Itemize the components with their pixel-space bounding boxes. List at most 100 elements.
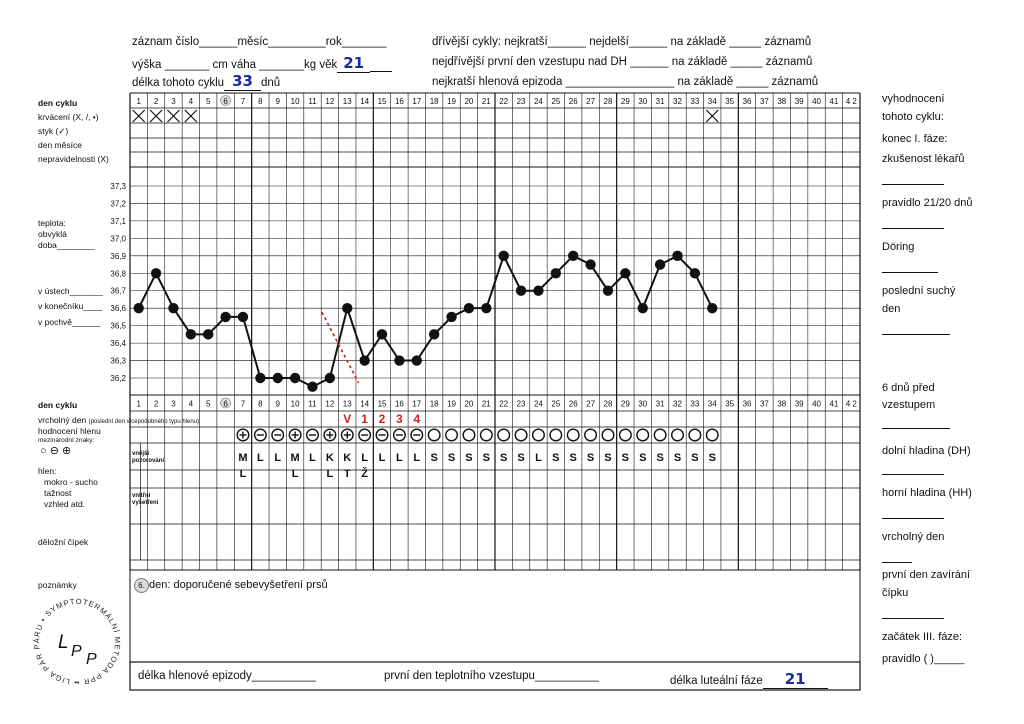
mucus-symbol-circle	[531, 428, 545, 442]
day-number-top: 18	[430, 97, 439, 106]
day-number-bottom: 36	[743, 400, 752, 409]
cervix-word-label: čípku	[882, 587, 909, 599]
day-number-bottom: 8	[258, 400, 263, 409]
earliest-rise-field[interactable]: nejdřívější první den vzestupu nad DH __…	[432, 56, 813, 68]
peak-day-label: vrcholný den (poslední den vícepodobného…	[38, 415, 199, 425]
shortest-mucus-field[interactable]: nejkratší hlenová epizoda ______________…	[432, 76, 819, 88]
day-number-bottom: 28	[604, 400, 613, 409]
temperature-point	[707, 302, 718, 314]
record-number-field[interactable]: záznam číslo______měsíc_________rok_____…	[132, 36, 387, 48]
day-number-top: 38	[777, 97, 786, 106]
day-number-bottom: 24	[534, 400, 543, 409]
day-number-bottom: 21	[482, 400, 491, 409]
international-signs-label: mezinárodní znaky:	[38, 437, 95, 444]
mucus-symbol-circle	[497, 428, 511, 442]
day-number-top: 8	[258, 97, 263, 106]
lower-level-field[interactable]	[882, 460, 944, 475]
day-number-top: 26	[569, 97, 578, 106]
temperature-point	[672, 250, 683, 262]
height-weight-age-field[interactable]: výška _______ cm váha _______kg věk 21	[132, 54, 393, 73]
peak-mark: 3	[396, 412, 403, 426]
usual-label: obvyklá	[38, 229, 67, 239]
day-number-top: 15	[378, 97, 387, 106]
day-6-circle-bottom	[220, 397, 231, 409]
mucus-letter: L	[379, 452, 386, 464]
logo-p2: P	[86, 651, 97, 668]
mucus-letter: T	[344, 468, 351, 480]
irregularities-label: nepravidelnosti (X)	[38, 154, 109, 164]
day-number-top: 7	[241, 97, 246, 106]
mucus-letter: S	[622, 452, 629, 464]
peak-day-field[interactable]	[882, 548, 912, 563]
wet-dry-label: mokro - sucho	[44, 477, 98, 487]
internal-exam-label: vnitřní	[132, 493, 151, 499]
day-number-top: 19	[447, 97, 456, 106]
cycle-day-label: den cyklu	[38, 98, 78, 108]
day-number-top: 33	[690, 97, 699, 106]
peak-mark: V	[343, 412, 351, 426]
day-number-top: 25	[551, 97, 560, 106]
six-days-field[interactable]	[882, 414, 950, 429]
first-rise-day-field[interactable]: první den teplotního vzestupu__________	[384, 670, 599, 682]
cycle-length-field[interactable]: délka tohoto cyklu 33 dnů	[132, 72, 280, 91]
luteal-length-value[interactable]: 21	[762, 670, 828, 689]
before-rise-label: vzestupem	[882, 399, 936, 411]
day-number-top: 36	[743, 97, 752, 106]
mucus-symbol-circle	[584, 428, 598, 442]
temperature-point	[637, 302, 648, 314]
mucus-rating-label: hodnocení hlenu	[38, 426, 101, 436]
age-value[interactable]: 21	[337, 54, 371, 73]
temperature-point	[585, 259, 596, 270]
last-dry-field[interactable]	[882, 320, 950, 335]
doring-field[interactable]	[882, 258, 938, 273]
logo-l: L	[58, 632, 69, 653]
mucus-letter: S	[709, 452, 716, 464]
temperature-point	[272, 372, 283, 384]
temperature-point	[550, 268, 562, 279]
day-number-bottom: 23	[517, 400, 526, 409]
mucus-episode-length-field[interactable]: délka hlenové epizody__________	[138, 670, 316, 682]
upper-level-field[interactable]	[882, 504, 944, 519]
cervix-closing-field[interactable]	[882, 604, 944, 619]
mucus-letter: L	[361, 452, 368, 464]
mucus-symbol-circle	[566, 428, 580, 442]
temperature-point	[133, 302, 144, 314]
last-dry-label: poslední suchý	[882, 285, 956, 297]
day-number-bottom: 37	[760, 400, 769, 409]
temperature-point	[481, 302, 492, 314]
mucus-symbol-circle	[514, 428, 528, 442]
mucus-letter: S	[430, 452, 437, 464]
day-number-bottom: 40	[812, 400, 821, 409]
day-number-bottom: 9	[276, 400, 281, 409]
temperature-point	[255, 372, 266, 384]
cycle-length-value[interactable]: 33	[224, 72, 261, 91]
day-number-top: 39	[795, 97, 804, 106]
day-number-bottom: 25	[551, 400, 560, 409]
temperature-point	[463, 302, 475, 314]
bleeding-mark	[184, 109, 198, 123]
mucus-symbol-circle	[653, 428, 667, 442]
day-number-bottom: 41	[829, 400, 838, 409]
lpp-logo: • LIGA PÁR PÁRU • SYMPTOTERMÁLNÍ METODA …	[32, 598, 121, 687]
day-number-bottom: 4 2	[846, 400, 858, 409]
upper-level-label: horní hladina (HH)	[882, 487, 972, 499]
day-number-bottom: 5	[206, 400, 211, 409]
day-number-top: 28	[604, 97, 613, 106]
rule-21-20-field[interactable]	[882, 214, 944, 229]
mucus-letter: L	[257, 452, 264, 464]
luteal-length-field[interactable]: délka luteální fáze 21	[670, 670, 828, 689]
previous-cycles-field[interactable]: dřívější cykly: nejkratší______ nejdelší…	[432, 36, 812, 48]
day-number-top: 40	[812, 97, 821, 106]
day-number-top: 24	[534, 97, 543, 106]
footer-box	[129, 661, 861, 691]
day-number-top: 35	[725, 97, 734, 106]
day-number-top: 20	[464, 97, 473, 106]
rule-field[interactable]: pravidlo ( )_____	[882, 653, 965, 665]
temperature-point	[342, 302, 353, 314]
temperature-point	[324, 372, 336, 384]
mucus-symbol-circle	[601, 428, 615, 442]
doctors-experience-field[interactable]	[882, 170, 944, 185]
day-number-top: 2	[154, 97, 159, 106]
temp-tick-label: 36,5	[110, 322, 126, 331]
